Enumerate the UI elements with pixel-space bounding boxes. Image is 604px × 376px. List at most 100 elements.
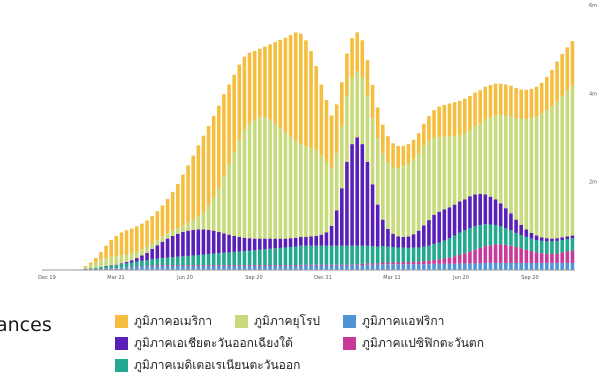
- bar-s0-w85: [478, 263, 482, 270]
- bar-s2-w58: [340, 245, 344, 265]
- bar-s5-w54: [319, 84, 324, 156]
- bar-s4-w66: [381, 153, 385, 220]
- bar-s0-w92: [514, 262, 518, 270]
- bar-s5-w22: [155, 211, 160, 240]
- bar-s3-w22: [155, 245, 160, 259]
- bar-s1-w85: [478, 247, 482, 264]
- bar-s0-w32: [206, 266, 211, 270]
- bar-s0-w33: [211, 266, 216, 270]
- bar-s1-w94: [524, 249, 529, 263]
- bar-s5-w16: [124, 230, 129, 255]
- stacked-bar-chart: Dec 19 Mar 21 Jun 20 Sep 20 Dec 21 Mar 11 Jun …: [38, 3, 597, 281]
- bar-s1-w44: [268, 265, 272, 267]
- bar-s3-w40: [247, 238, 252, 251]
- bar-s4-w38: [237, 139, 242, 237]
- bar-s0-w68: [391, 264, 395, 270]
- bar-s0-w37: [232, 266, 236, 270]
- bar-s5-w76: [432, 110, 436, 138]
- bar-s3-w54: [319, 234, 324, 246]
- bar-s3-w52: [309, 236, 313, 246]
- bar-s2-w38: [237, 251, 242, 266]
- bar-s5-w81: [457, 100, 462, 136]
- bar-s3-w46: [278, 238, 283, 248]
- bar-s5-w60: [350, 38, 354, 78]
- bar-s5-w45: [273, 42, 277, 124]
- bar-s4-w59: [345, 95, 349, 162]
- bar-s4-w18: [135, 251, 139, 259]
- bar-s5-w30: [196, 145, 201, 217]
- bar-s2-w56: [329, 245, 334, 265]
- bar-s1-w21: [150, 265, 154, 267]
- bar-s2-w68: [391, 247, 395, 263]
- bar-s0-w65: [375, 264, 380, 270]
- bar-s1-w51: [304, 264, 308, 266]
- x-tick-label-5: Mar 11: [383, 275, 400, 281]
- bar-s1-w101: [560, 252, 564, 263]
- legend-label-southeast-asia: ภูมิภาคเอเชียตะวันออกเฉียงใต้: [134, 336, 293, 350]
- bar-s0-w96: [534, 262, 539, 270]
- bar-s2-w57: [334, 245, 339, 265]
- bar-s1-w63: [365, 263, 370, 265]
- bar-s0-w39: [242, 266, 247, 270]
- bar-s4-w72: [411, 159, 416, 235]
- bar-s3-w73: [416, 230, 421, 248]
- bar-s2-w75: [427, 245, 431, 261]
- bar-s5-w39: [242, 56, 247, 130]
- bar-s3-w20: [145, 252, 149, 261]
- bar-s3-w77: [437, 211, 441, 243]
- bar-s2-w31: [201, 254, 206, 266]
- bar-s2-w84: [473, 226, 477, 250]
- bar-s0-w64: [370, 264, 375, 270]
- bar-s0-w97: [539, 262, 544, 270]
- bar-s3-w56: [329, 225, 334, 246]
- bar-s3-w45: [273, 238, 277, 249]
- bar-s5-w65: [375, 107, 380, 139]
- bar-s2-w14: [114, 265, 119, 269]
- bar-s1-w69: [396, 262, 400, 265]
- legend-swatch-eastern-mediterranean: [115, 359, 128, 372]
- bar-s3-w69: [396, 236, 400, 248]
- bar-s1-w42: [258, 265, 262, 267]
- bar-s2-w101: [560, 239, 564, 253]
- bar-s4-w24: [165, 233, 170, 239]
- bar-s5-w31: [201, 135, 206, 212]
- bar-s0-w36: [227, 266, 231, 270]
- bar-s5-w97: [539, 82, 544, 114]
- bar-s0-w19: [140, 266, 144, 270]
- bar-s1-w47: [283, 265, 288, 267]
- bar-s4-w56: [329, 168, 334, 226]
- bar-s3-w48: [288, 238, 293, 248]
- bar-s2-w55: [324, 245, 329, 265]
- bar-s0-w58: [340, 265, 344, 270]
- bar-s3-w57: [334, 210, 339, 246]
- x-ticks-group: Dec 19 Mar 21 Jun 20 Sep 20 Dec 21 Mar 11 Jun …: [38, 275, 539, 281]
- bar-s5-w86: [483, 86, 488, 120]
- bar-s0-w71: [406, 264, 411, 270]
- bar-s4-w26: [176, 228, 180, 234]
- legend-item-western-pacific: ภูมิภาคแปซิฟิกตะวันตก: [343, 334, 484, 353]
- bar-s0-w101: [560, 262, 564, 270]
- bar-s0-w59: [345, 265, 349, 270]
- bar-s4-w30: [196, 216, 201, 230]
- bar-s2-w86: [483, 224, 488, 247]
- bar-s0-w27: [181, 266, 185, 270]
- bar-s2-w32: [206, 254, 211, 266]
- bar-s0-w21: [150, 266, 154, 270]
- bar-s5-w89: [498, 83, 503, 115]
- bar-s0-w43: [263, 266, 267, 270]
- bar-s2-w79: [447, 238, 452, 258]
- bar-s1-w81: [457, 254, 462, 264]
- bar-s1-w45: [273, 265, 277, 267]
- bar-s0-w67: [386, 264, 390, 270]
- bar-s1-w77: [437, 259, 441, 264]
- bar-s4-w31: [201, 211, 206, 230]
- bar-s0-w26: [176, 266, 180, 270]
- bar-s0-w80: [452, 263, 457, 270]
- bar-s0-w35: [222, 266, 226, 270]
- bar-s4-w34: [217, 187, 221, 233]
- bar-s4-w39: [242, 129, 247, 238]
- bar-s4-w44: [268, 119, 272, 239]
- bar-s2-w16: [124, 263, 129, 268]
- bar-s1-w23: [160, 265, 165, 267]
- bar-s3-w25: [170, 235, 175, 258]
